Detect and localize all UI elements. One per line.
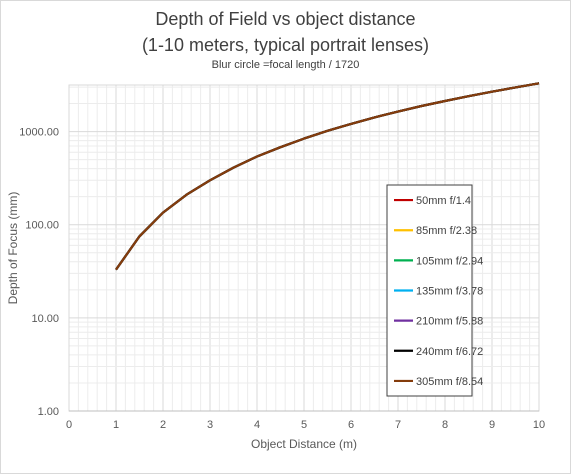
y-tick-label: 10.00: [31, 313, 59, 325]
x-tick-label: 0: [66, 419, 72, 431]
y-tick-label: 100.00: [25, 220, 59, 232]
legend-item-label: 210mm f/5.88: [416, 316, 483, 328]
chart-title: Depth of Field vs object distance: [155, 9, 416, 29]
chart-title-line2: (1-10 meters, typical portrait lenses): [141, 35, 430, 55]
chart-subtitle: Blur circle =focal length / 1720: [211, 59, 360, 71]
x-tick-label: 3: [207, 419, 213, 431]
series-line-6: [115, 82, 540, 271]
x-tick-label: 1: [113, 419, 119, 431]
y-tick-label: 1.00: [38, 406, 59, 418]
x-tick-label: 4: [254, 419, 260, 431]
x-tick-label: 10: [533, 419, 545, 431]
x-tick-label: 9: [489, 419, 495, 431]
series-line-4: [115, 82, 540, 271]
x-tick-label: 8: [442, 419, 448, 431]
x-tick-label: 7: [395, 419, 401, 431]
x-tick-label: 2: [160, 419, 166, 431]
legend-item-label: 305mm f/8.54: [416, 376, 483, 388]
legend-item-label: 240mm f/6.72: [416, 346, 483, 358]
y-axis-title: Depth of Focus (mm): [6, 192, 20, 305]
series-line-2: [115, 82, 540, 271]
series-line-3: [115, 82, 540, 271]
series-line-7: [115, 82, 540, 271]
x-axis-title: Object Distance (m): [251, 437, 357, 451]
legend-item-label: 85mm f/2.38: [416, 225, 477, 237]
legend-item-label: 135mm f/3.78: [416, 286, 483, 298]
y-tick-label: 1000.00: [19, 127, 59, 139]
series-line-5: [115, 82, 540, 271]
legend-item-label: 50mm f/1.4: [416, 195, 471, 207]
series-line-1: [115, 82, 540, 271]
legend-item-label: 105mm f/2.94: [416, 255, 483, 267]
x-tick-label: 5: [301, 419, 307, 431]
x-tick-label: 6: [348, 419, 354, 431]
